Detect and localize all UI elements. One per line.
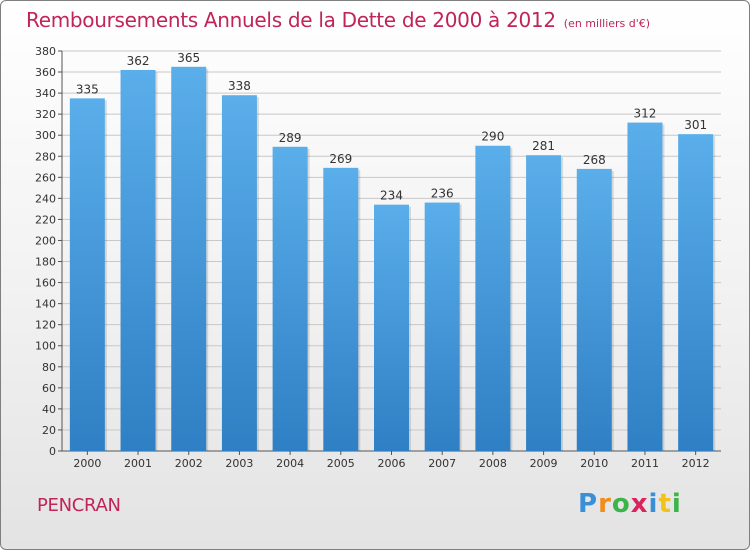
bar bbox=[576, 168, 612, 452]
label-layer: 335 362 365 338 289 269 234 236 290 281 268 312 301 bbox=[76, 51, 707, 203]
logo-letter: o bbox=[611, 489, 631, 519]
x-tick-label: 2003 bbox=[225, 457, 253, 470]
x-tick-label: 2006 bbox=[378, 457, 406, 470]
bar-value-label: 234 bbox=[380, 189, 403, 203]
bar bbox=[120, 69, 156, 452]
y-tick-label: 280 bbox=[35, 150, 56, 163]
bar bbox=[69, 98, 105, 452]
y-tick-label: 380 bbox=[35, 45, 56, 58]
chart-subtitle: (en milliers d'€) bbox=[563, 17, 651, 30]
bar-value-label: 301 bbox=[684, 118, 707, 132]
logo-letter: P bbox=[578, 489, 599, 519]
y-tick-label: 20 bbox=[42, 424, 56, 437]
bar bbox=[323, 167, 359, 451]
bar-value-label: 236 bbox=[431, 187, 454, 201]
bar bbox=[374, 204, 409, 451]
y-tick-label: 100 bbox=[35, 340, 56, 353]
y-tick-label: 160 bbox=[35, 277, 56, 290]
y-tick-label: 0 bbox=[49, 445, 56, 458]
x-tick-label: 2004 bbox=[276, 457, 304, 470]
bar-value-label: 335 bbox=[76, 82, 99, 96]
bar-value-label: 281 bbox=[532, 139, 555, 153]
bar-value-label: 338 bbox=[228, 79, 251, 93]
bar-layer bbox=[69, 66, 716, 452]
bar bbox=[424, 202, 460, 451]
bar bbox=[678, 134, 714, 451]
y-tick-label: 360 bbox=[35, 66, 56, 79]
bar bbox=[475, 145, 511, 451]
y-tick-label: 140 bbox=[35, 298, 56, 311]
bar bbox=[272, 146, 308, 451]
logo-letter: i bbox=[648, 489, 659, 519]
bar bbox=[171, 66, 207, 451]
bar-value-label: 365 bbox=[177, 51, 200, 65]
x-tick-label: 2012 bbox=[682, 457, 710, 470]
logo-letter: t bbox=[658, 489, 672, 519]
y-tick-label: 260 bbox=[35, 171, 56, 184]
bar-value-label: 312 bbox=[634, 107, 657, 121]
title-row: Remboursements Annuels de la Dette de 20… bbox=[26, 8, 650, 32]
x-tick-label: 2005 bbox=[327, 457, 355, 470]
x-tick-label: 2007 bbox=[428, 457, 456, 470]
x-tick-label: 2009 bbox=[530, 457, 558, 470]
y-tick-label: 120 bbox=[35, 319, 56, 332]
bar bbox=[526, 155, 562, 452]
commune-name: PENCRAN bbox=[37, 495, 121, 516]
logo-letter: i bbox=[671, 489, 682, 519]
logo-letter: r bbox=[598, 489, 612, 519]
y-tick-label: 200 bbox=[35, 234, 56, 247]
x-tick-label: 2010 bbox=[580, 457, 608, 470]
bar-value-label: 269 bbox=[329, 152, 352, 166]
y-tick-label: 320 bbox=[35, 108, 56, 121]
y-tick-label: 340 bbox=[35, 87, 56, 100]
bar-value-label: 362 bbox=[127, 54, 150, 68]
bar bbox=[221, 95, 257, 452]
y-tick-label: 220 bbox=[35, 213, 56, 226]
y-tick-label: 60 bbox=[42, 382, 56, 395]
x-tick-label: 2000 bbox=[73, 457, 101, 470]
y-tick-label: 180 bbox=[35, 256, 56, 269]
proxiti-logo[interactable]: Proxiti bbox=[578, 489, 682, 519]
bar-value-label: 289 bbox=[279, 131, 302, 145]
y-tick-label: 240 bbox=[35, 192, 56, 205]
bar bbox=[627, 122, 663, 451]
x-tick-label: 2011 bbox=[631, 457, 659, 470]
x-tick-label: 2008 bbox=[479, 457, 507, 470]
y-tick-label: 40 bbox=[42, 403, 56, 416]
x-tick-label: 2001 bbox=[124, 457, 152, 470]
bar-value-label: 290 bbox=[481, 130, 504, 144]
bar-value-label: 268 bbox=[583, 153, 606, 167]
y-tick-label: 80 bbox=[42, 361, 56, 374]
logo-letter: x bbox=[630, 489, 649, 519]
y-tick-label: 300 bbox=[35, 129, 56, 142]
x-tick-label: 2002 bbox=[175, 457, 203, 470]
chart-title: Remboursements Annuels de la Dette de 20… bbox=[26, 8, 556, 32]
